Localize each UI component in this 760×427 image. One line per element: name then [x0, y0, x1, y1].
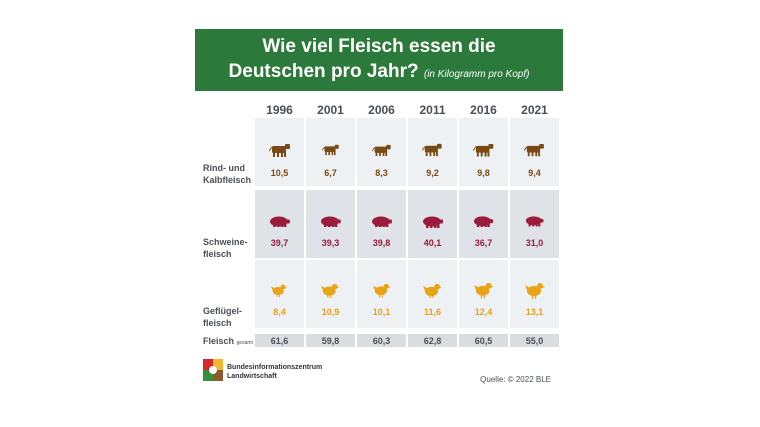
- infographic: Wie viel Fleisch essen die Deutschen pro…: [195, 29, 563, 399]
- value-beef-1996: 10,5: [270, 168, 289, 178]
- cow-icon: [321, 145, 339, 156]
- row-label-pork-line2: fleisch: [203, 249, 232, 259]
- chicken-icon: [321, 283, 340, 299]
- value-poultry-2016: 12,4: [474, 307, 493, 317]
- row-label-poultry-line2: fleisch: [203, 318, 232, 328]
- value-pork-2006: 39,8: [372, 238, 391, 248]
- cow-icon: [268, 144, 290, 157]
- value-beef-2006: 8,3: [375, 168, 388, 178]
- total-cell-1996: [255, 334, 304, 347]
- logo-text-line2: Landwirtschaft: [227, 373, 277, 380]
- value-beef-2016: 9,8: [477, 168, 490, 178]
- value-pork-2021: 31,0: [525, 238, 544, 248]
- row-label-poultry-line1: Geflügel-: [203, 306, 243, 316]
- year-header-2001: 2001: [317, 103, 344, 117]
- chicken-icon: [423, 283, 442, 299]
- logo-text-line1: Bundesinformationszentrum: [227, 364, 323, 371]
- title-banner: Wie viel Fleisch essen die Deutschen pro…: [195, 29, 563, 91]
- title-line-2: Deutschen pro Jahr? (in Kilogramm pro Ko…: [195, 61, 563, 83]
- chicken-icon: [372, 283, 391, 298]
- logo-text: Bundesinformationszentrum Landwirtschaft: [227, 363, 322, 381]
- title-line-2-text: Deutschen pro Jahr?: [228, 61, 419, 82]
- pig-icon: [473, 216, 494, 228]
- value-total-2021: 55,0: [525, 336, 544, 346]
- value-total-2011: 62,8: [423, 336, 442, 346]
- value-poultry-1996: 8,4: [273, 307, 286, 317]
- chicken-icon: [473, 283, 494, 299]
- value-total-2016: 60,5: [474, 336, 493, 346]
- value-pork-1996: 39,7: [270, 238, 289, 248]
- cow-icon: [472, 144, 494, 157]
- cow-icon: [524, 144, 544, 157]
- row-label-total: Fleisch gesamt: [203, 336, 253, 346]
- pig-icon: [525, 216, 544, 227]
- chicken-icon: [524, 283, 545, 299]
- value-pork-2016: 36,7: [474, 238, 493, 248]
- value-poultry-2021: 13,1: [525, 307, 544, 317]
- row-label-total-sub: gesamt: [236, 340, 253, 346]
- row-label-pork-line1: Schweine-: [203, 237, 248, 247]
- total-cell-2006: [357, 334, 406, 347]
- value-pork-2011: 40,1: [423, 238, 442, 248]
- value-poultry-2006: 10,1: [372, 307, 391, 317]
- value-total-1996: 61,6: [270, 336, 289, 346]
- value-pork-2001: 39,3: [321, 238, 340, 248]
- row-label-total-text: Fleisch: [203, 336, 235, 346]
- value-total-2006: 60,3: [372, 336, 391, 346]
- cow-icon: [422, 144, 442, 157]
- pig-icon: [269, 216, 290, 228]
- value-beef-2021: 9,4: [528, 168, 541, 178]
- value-total-2001: 59,8: [321, 336, 340, 346]
- value-beef-2001: 6,7: [324, 168, 337, 178]
- source-note: Quelle: © 2022 BLE: [480, 375, 551, 384]
- title-line-1: Wie viel Fleisch essen die: [262, 36, 496, 57]
- row-label-beef: Rind- und Kalbfleisch: [203, 162, 251, 186]
- total-cell-2016: [459, 334, 508, 347]
- row-label-beef-line2: Kalbfleisch: [203, 175, 252, 185]
- year-header-2021: 2021: [521, 103, 548, 117]
- chicken-icon: [271, 284, 288, 298]
- year-header-2016: 2016: [470, 103, 497, 117]
- pig-icon: [320, 216, 341, 228]
- year-header-2011: 2011: [419, 103, 446, 117]
- value-beef-2011: 9,2: [426, 168, 439, 178]
- pig-icon: [422, 216, 443, 228]
- total-cell-2001: [306, 334, 355, 347]
- unit-label: (in Kilogramm pro Kopf): [423, 69, 530, 80]
- value-poultry-2001: 10,9: [321, 307, 340, 317]
- cow-icon: [371, 144, 391, 157]
- row-label-beef-line1: Rind- und: [203, 163, 245, 173]
- year-header-1996: 1996: [266, 103, 293, 117]
- row-label-pork: Schweine- fleisch: [203, 236, 248, 260]
- total-cell-2011: [408, 334, 457, 347]
- year-header-2006: 2006: [368, 103, 395, 117]
- value-poultry-2011: 11,6: [423, 307, 442, 317]
- ble-logo-icon: [203, 359, 223, 381]
- total-cell-2021: [510, 334, 559, 347]
- pig-icon: [371, 216, 392, 228]
- row-label-poultry: Geflügel- fleisch: [203, 305, 242, 329]
